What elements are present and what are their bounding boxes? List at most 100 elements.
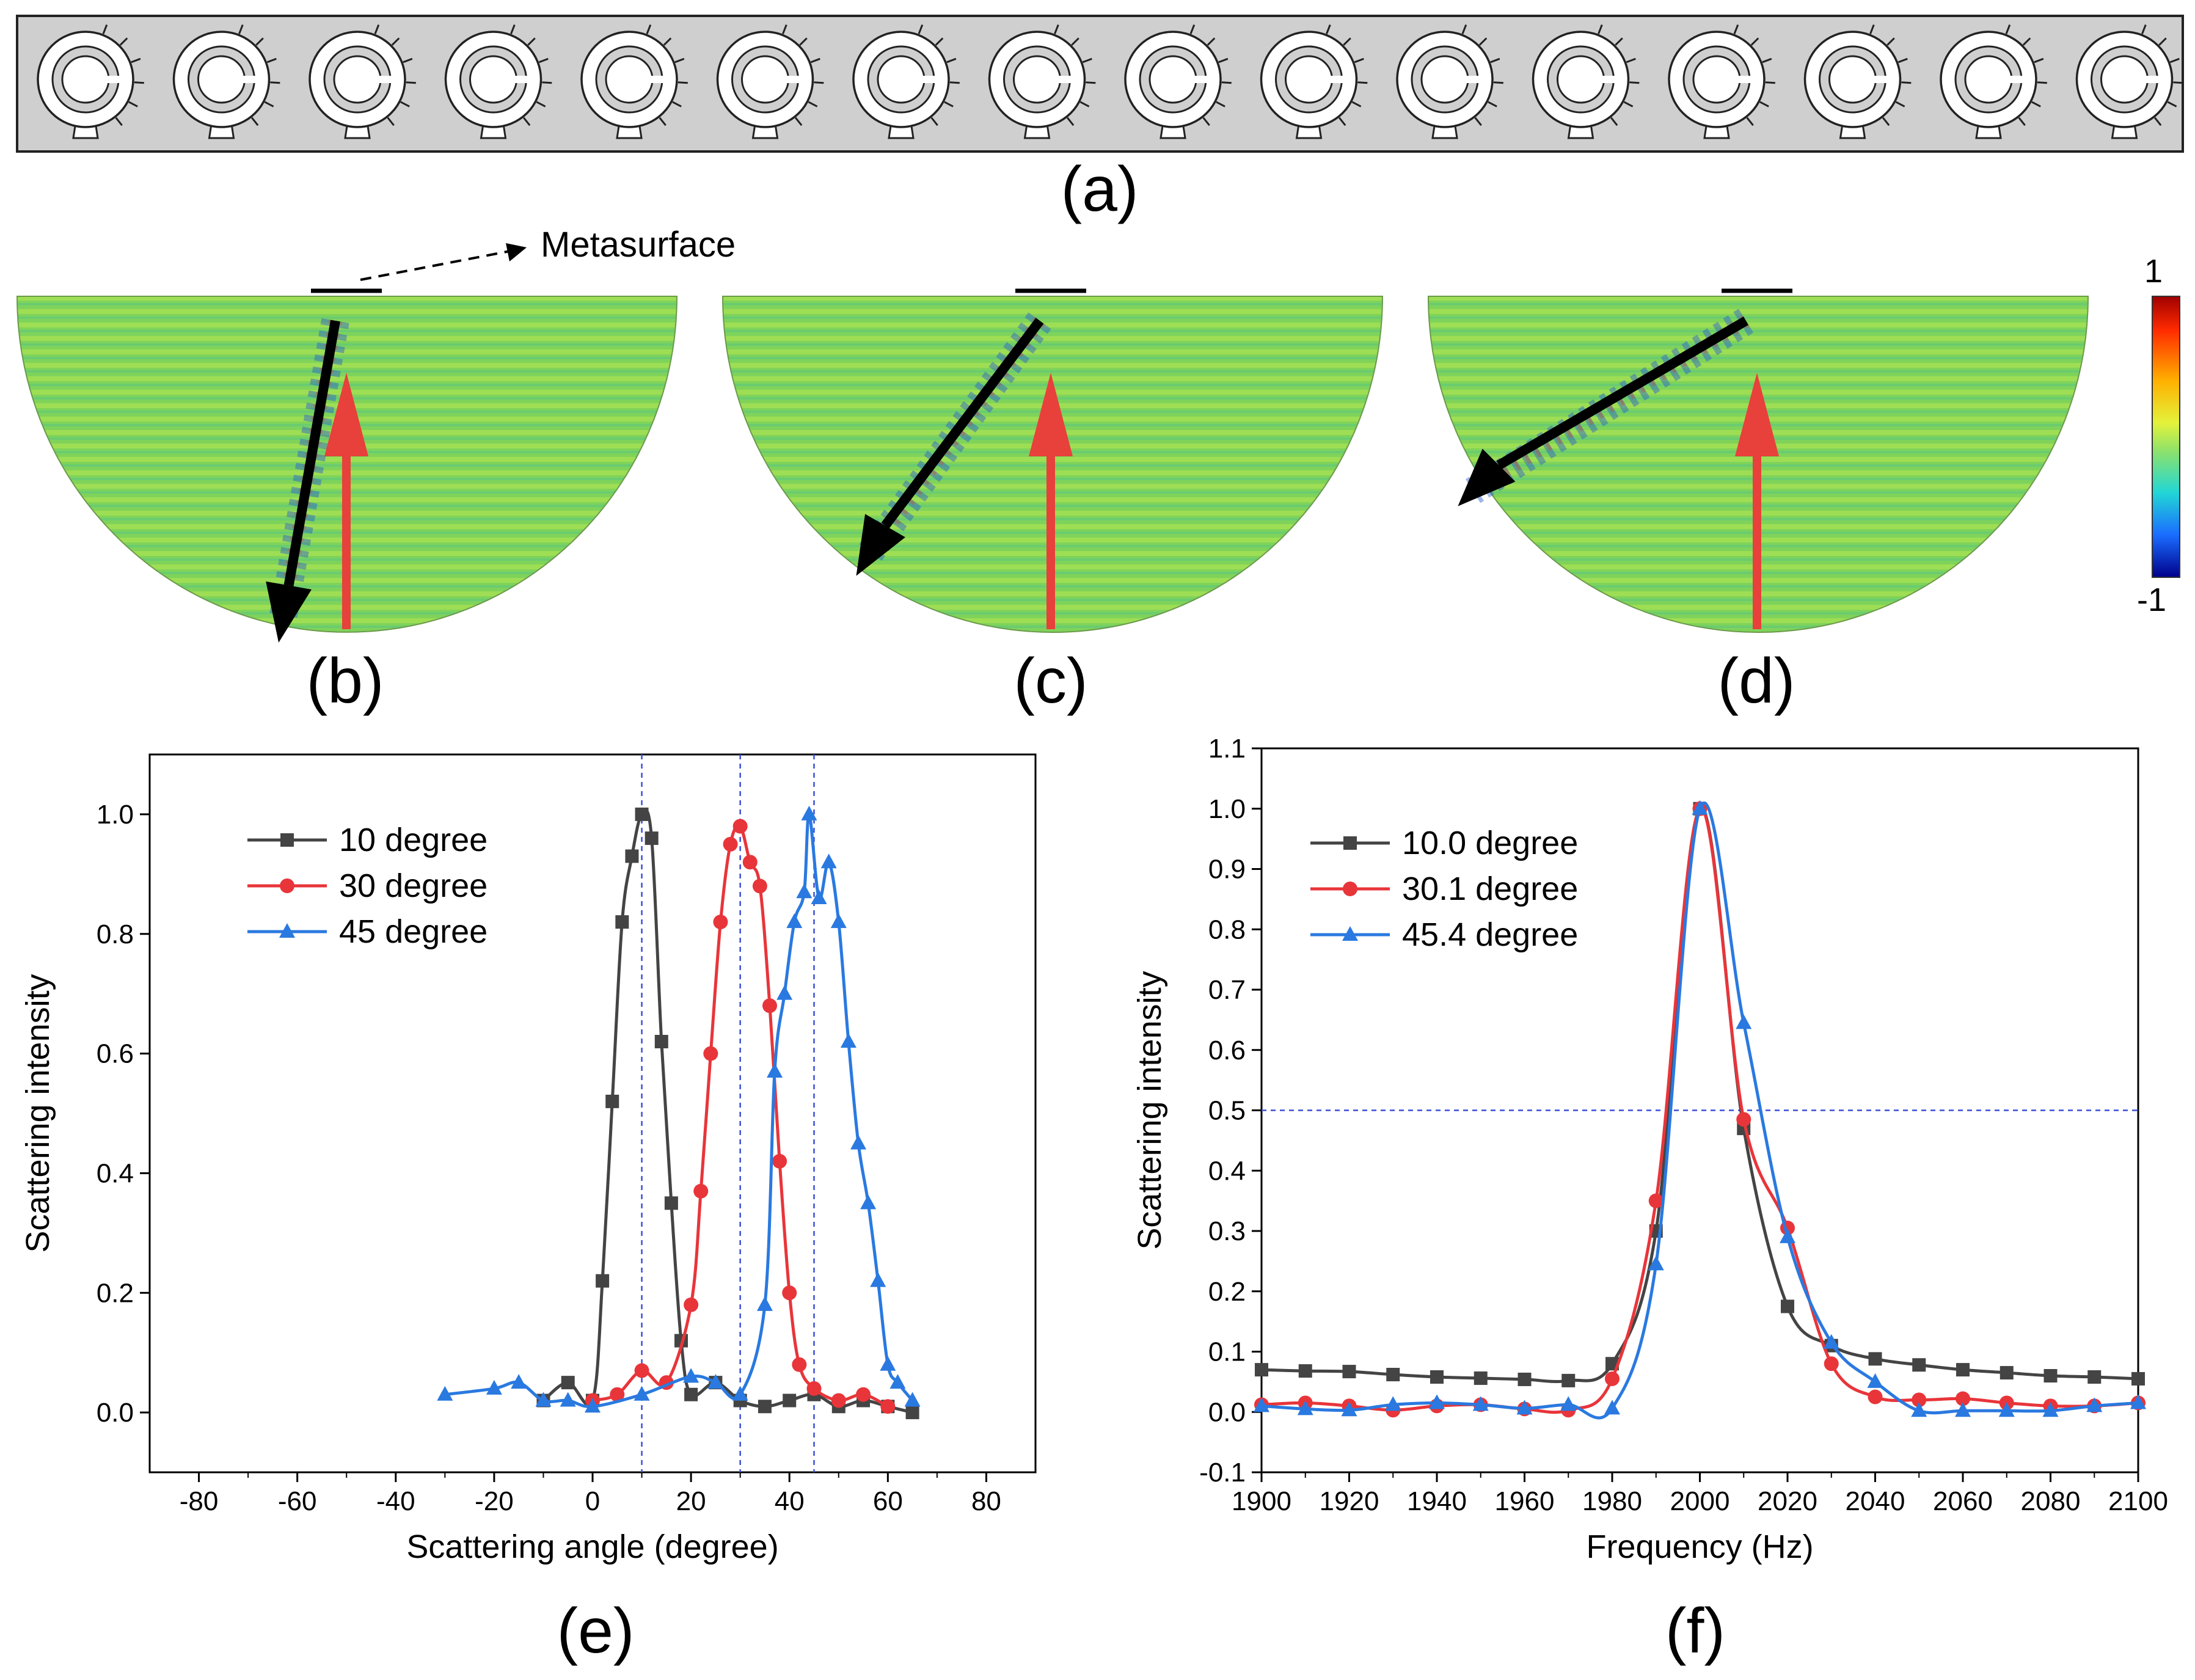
unit-cell — [1532, 24, 1640, 139]
y-tick-label: -0.1 — [1199, 1458, 1246, 1488]
cell-tick — [387, 117, 395, 126]
reflected-arrowhead-icon — [856, 514, 905, 576]
unit-cell — [580, 24, 688, 139]
data-point — [732, 819, 748, 834]
data-point — [782, 1285, 797, 1301]
y-axis-title: Scattering intensity — [1131, 971, 1168, 1249]
legend-entry: 30.1 degree — [1402, 871, 1578, 907]
data-point — [870, 1272, 886, 1287]
x-tick-label: 1940 — [1407, 1486, 1467, 1516]
cell-tick — [946, 57, 957, 64]
data-point — [1254, 1397, 1269, 1412]
x-tick-label: -20 — [475, 1486, 514, 1516]
x-tick-label: -60 — [278, 1486, 317, 1516]
data-point — [635, 807, 649, 821]
cell-tick — [1086, 81, 1096, 84]
cell-tick — [1598, 24, 1603, 34]
data-point — [1692, 800, 1708, 815]
cell-tick — [255, 37, 264, 46]
cell-tick — [115, 117, 123, 126]
data-point — [2131, 1371, 2145, 1386]
cell-inner-cavity — [2100, 55, 2149, 104]
y-tick-label: 0.7 — [1208, 975, 1246, 1005]
data-point — [831, 1393, 846, 1408]
cell-spiral-gap — [1462, 76, 1480, 83]
data-point — [860, 1194, 877, 1210]
cell-tick — [2034, 57, 2044, 64]
data-point — [723, 836, 738, 852]
panel-label-d: (d) — [1717, 646, 1795, 717]
cell-inner-cavity — [1692, 55, 1741, 104]
series-line — [542, 809, 913, 1414]
data-point — [585, 1398, 601, 1413]
data-point — [786, 913, 803, 929]
data-point — [693, 1183, 709, 1199]
cell-spiral-gap — [2006, 76, 2024, 83]
data-point — [615, 915, 629, 929]
legend: 10.0 degree 30.1 degree 45.4 degree — [1310, 825, 1578, 953]
colorbar: 1 -1 — [2137, 253, 2180, 618]
cell-tick — [1082, 57, 1092, 64]
data-point — [783, 1393, 797, 1408]
data-point — [1824, 1356, 1839, 1371]
unit-cell — [2075, 24, 2183, 139]
y-tick-label: 0.4 — [1208, 1156, 1246, 1186]
data-point — [1429, 1394, 1445, 1409]
data-point — [850, 1134, 866, 1150]
legend-entry: 30 degree — [339, 867, 488, 904]
x-tick-label: 2080 — [2021, 1486, 2081, 1516]
x-tick-label: -40 — [376, 1486, 415, 1516]
x-tick-label: 1900 — [1232, 1486, 1291, 1516]
cell-tick — [1207, 37, 1216, 46]
cell-spiral-gap — [1190, 76, 1208, 83]
unit-cell — [37, 24, 144, 139]
cell-tick — [808, 101, 818, 108]
data-point — [605, 1094, 619, 1108]
colorbar-gradient — [2152, 296, 2180, 578]
cell-spiral-gap — [2141, 76, 2160, 83]
cell-tick — [677, 81, 688, 84]
incident-arrowhead-icon — [1029, 373, 1073, 456]
data-point — [1472, 1396, 1489, 1411]
data-point — [535, 1392, 552, 1407]
data-point — [1956, 1391, 1970, 1406]
cell-tick — [2018, 117, 2026, 126]
data-point — [880, 1399, 896, 1414]
data-point — [811, 889, 827, 904]
colorbar-max-label: 1 — [2144, 253, 2163, 290]
data-point — [792, 1357, 807, 1372]
cell-tick — [1746, 117, 1754, 126]
unit-cell — [1396, 24, 1503, 139]
data-point — [1604, 1400, 1620, 1415]
legend-marker — [1342, 926, 1358, 941]
cell-tick — [663, 37, 672, 46]
data-point — [1298, 1364, 1312, 1378]
incident-arrowhead-icon — [324, 373, 368, 456]
data-point — [1867, 1373, 1883, 1388]
data-point — [610, 1387, 625, 1402]
data-point — [1518, 1372, 1532, 1386]
y-tick-label: 0.0 — [97, 1398, 134, 1428]
cell-inner-cavity — [469, 55, 517, 104]
y-tick-label: 0.6 — [97, 1039, 134, 1069]
y-tick-label: 0.6 — [1208, 1035, 1246, 1065]
cell-tick — [1488, 101, 1497, 108]
cell-tick — [1895, 101, 1905, 108]
metasurface-slab — [16, 15, 2184, 153]
cell-tick — [266, 57, 277, 64]
cell-tick — [1339, 117, 1346, 126]
reflected-arrowhead-icon — [266, 581, 312, 643]
incident-arrowhead-icon — [1735, 373, 1779, 456]
cell-tick — [374, 24, 380, 34]
cell-tick — [1490, 57, 1500, 64]
data-point — [1823, 1334, 1839, 1349]
y-tick-label: 0.2 — [97, 1278, 134, 1308]
cell-tick — [659, 117, 667, 126]
unit-cell — [1124, 24, 1232, 139]
panel-label-a: (a) — [1061, 154, 1138, 225]
data-point — [1341, 1401, 1357, 1417]
cell-tick — [2022, 37, 2031, 46]
x-tick-label: 2100 — [2108, 1486, 2168, 1516]
cell-tick — [1357, 81, 1368, 84]
data-point — [756, 1296, 773, 1311]
